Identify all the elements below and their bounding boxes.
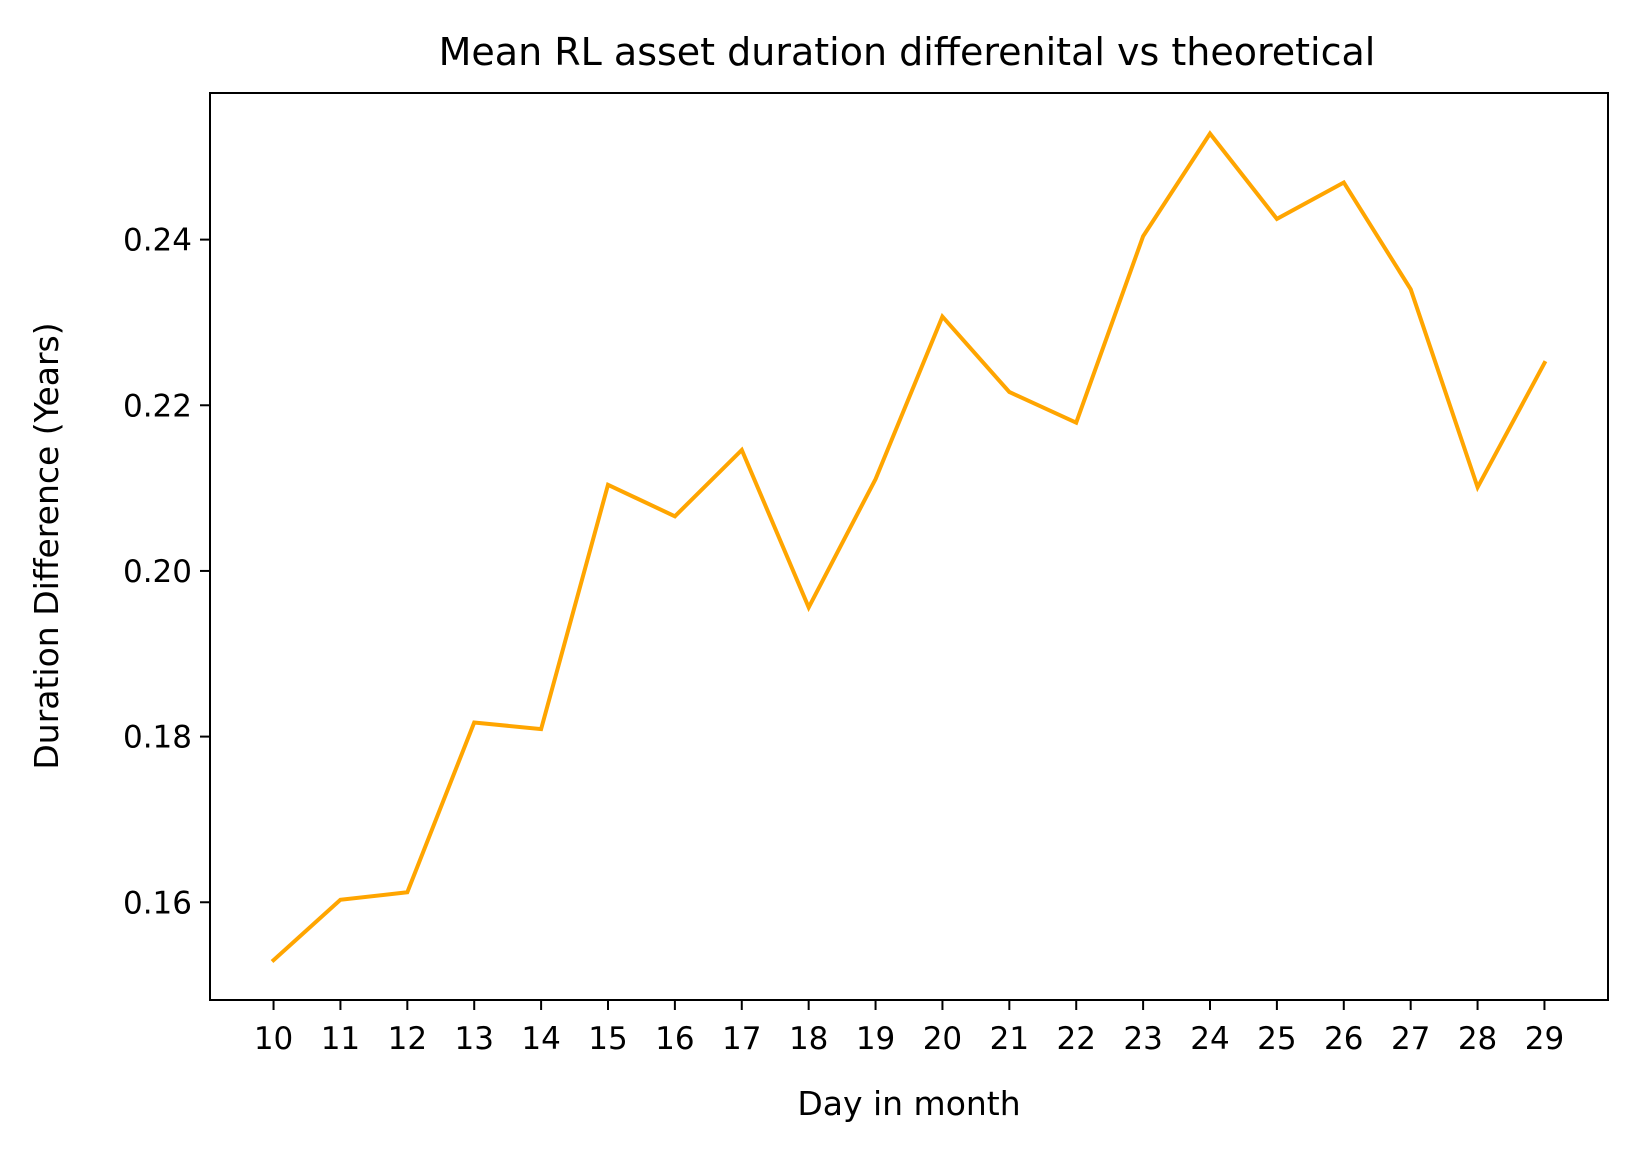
y-tick-label: 0.24 [123,223,192,259]
y-tick-label: 0.16 [123,885,192,921]
series-layer [270,130,1548,964]
x-tick-label: 14 [521,1021,560,1057]
x-tick-label: 26 [1324,1021,1363,1057]
chart-title: Mean RL asset duration differenital vs t… [439,30,1376,74]
plot-area: 0.160.180.200.220.24 10 11 12 13 14 15 16 17 18 1… [123,92,1609,1057]
x-tick-label: 13 [454,1021,493,1057]
x-tick-label: 23 [1123,1021,1162,1057]
x-axis: 10 11 12 13 14 15 16 17 18 19 20 21 22 23 24 25 26 27 28 29 [254,1000,1564,1057]
x-tick-label: 20 [923,1021,962,1057]
x-tick-label: 22 [1056,1021,1095,1057]
x-tick-label: 18 [789,1021,828,1057]
y-tick-label: 0.20 [123,554,192,590]
y-axis-label: Duration Difference (Years) [27,322,66,769]
y-tick-label: 0.18 [123,720,192,756]
x-tick-label: 12 [388,1021,427,1057]
y-axis: 0.16 0.18 0.20 0.22 0.24 [123,223,210,921]
y-tick-label: 0.22 [123,388,192,424]
x-tick-label: 25 [1257,1021,1296,1057]
x-tick-label: 19 [856,1021,895,1057]
x-tick-label: 17 [722,1021,761,1057]
plot-frame [209,92,1609,1001]
x-axis-label: Day in month [797,1084,1020,1123]
x-tick-label: 15 [588,1021,627,1057]
x-tick-label: 11 [321,1021,360,1057]
x-tick-label: 16 [655,1021,694,1057]
series-line [270,130,1548,964]
x-tick-label: 28 [1458,1021,1497,1057]
x-tick-label: 24 [1190,1021,1229,1057]
x-tick-label: 27 [1391,1021,1430,1057]
x-tick-label: 10 [254,1021,293,1057]
x-tick-label: 21 [990,1021,1029,1057]
x-tick-label: 29 [1525,1021,1564,1057]
